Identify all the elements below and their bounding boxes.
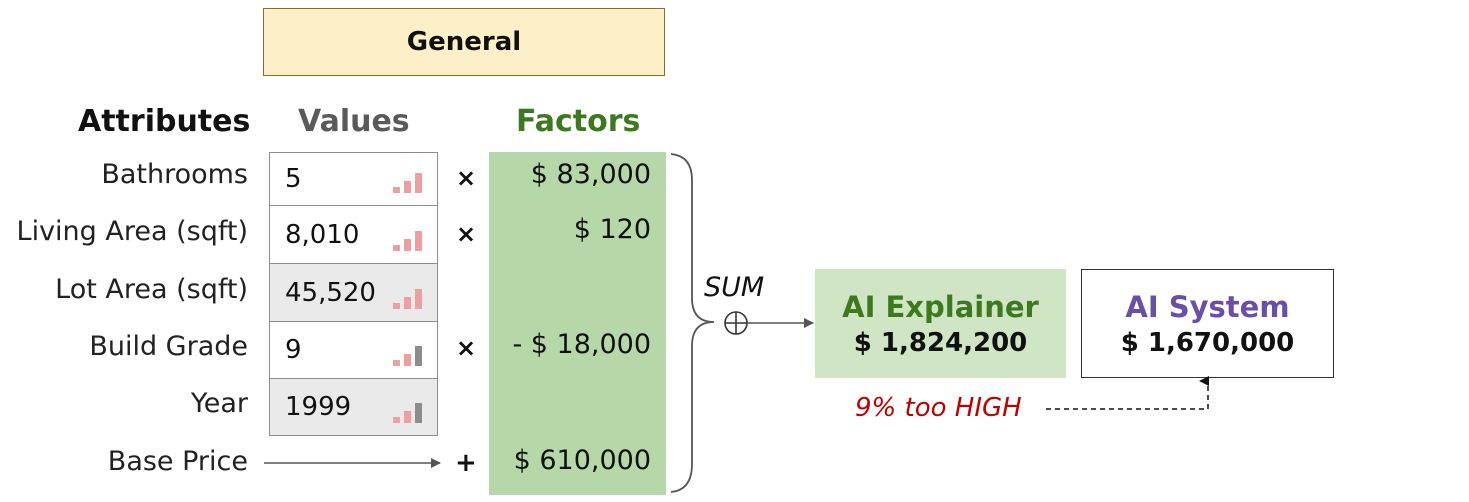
importance-bars-icon bbox=[393, 287, 425, 309]
ai-system-value: $ 1,670,000 bbox=[1120, 327, 1295, 358]
general-label: General bbox=[406, 27, 522, 57]
operator-times: × bbox=[456, 164, 477, 192]
attribute-label-living-area: Living Area (sqft) bbox=[16, 216, 248, 247]
operator-times: × bbox=[456, 334, 477, 362]
importance-bars-icon bbox=[393, 229, 425, 251]
value-cell-year: 1999 bbox=[269, 378, 438, 436]
bar-3 bbox=[415, 173, 422, 193]
bar-2 bbox=[404, 181, 411, 193]
sum-label: SUM bbox=[704, 272, 765, 303]
value-cell-living-area: 8,010 bbox=[269, 205, 438, 263]
attributes-header: Attributes bbox=[78, 104, 251, 139]
factor-build-grade: - $ 18,000 bbox=[512, 329, 651, 360]
value-text: 8,010 bbox=[285, 219, 360, 250]
bar-1 bbox=[393, 360, 400, 366]
bar-3 bbox=[415, 231, 422, 251]
value-cell-lot-area: 45,520 bbox=[269, 263, 438, 321]
bar-1 bbox=[393, 245, 400, 251]
factor-base-price: $ 610,000 bbox=[513, 445, 651, 476]
value-cell-bathrooms: 5 bbox=[269, 152, 438, 205]
bar-3 bbox=[415, 289, 422, 309]
bar-1 bbox=[393, 417, 400, 423]
value-cell-build-grade: 9 bbox=[269, 321, 438, 378]
bar-1 bbox=[393, 187, 400, 193]
bar-2 bbox=[404, 297, 411, 309]
bar-3 bbox=[415, 346, 422, 366]
bar-3 bbox=[415, 403, 422, 423]
attribute-label-year: Year bbox=[190, 388, 248, 419]
base-price-label: Base Price bbox=[107, 446, 248, 477]
operator-plus: + bbox=[455, 448, 477, 478]
bar-2 bbox=[404, 239, 411, 251]
attribute-label-lot-area: Lot Area (sqft) bbox=[55, 274, 248, 305]
factor-bathrooms: $ 83,000 bbox=[530, 159, 651, 190]
value-text: 9 bbox=[285, 335, 302, 365]
ai-explainer-title: AI Explainer bbox=[842, 289, 1039, 324]
value-text: 45,520 bbox=[285, 277, 376, 308]
ai-explainer-box: AI Explainer $ 1,824,200 bbox=[815, 269, 1066, 378]
ai-explainer-value: $ 1,824,200 bbox=[853, 327, 1028, 358]
factors-column bbox=[489, 152, 666, 495]
bar-1 bbox=[393, 303, 400, 309]
importance-bars-icon bbox=[393, 401, 425, 423]
bar-2 bbox=[404, 354, 411, 366]
comparison-arrow bbox=[1046, 376, 1209, 410]
bar-2 bbox=[404, 411, 411, 423]
attribute-label-bathrooms: Bathrooms bbox=[101, 159, 248, 190]
factor-living-area: $ 120 bbox=[573, 214, 651, 245]
factors-header: Factors bbox=[516, 104, 641, 139]
ai-system-box: AI System $ 1,670,000 bbox=[1081, 269, 1334, 378]
operator-times: × bbox=[456, 220, 477, 248]
general-panel-title: General bbox=[263, 8, 665, 76]
attribute-label-build-grade: Build Grade bbox=[89, 331, 248, 362]
importance-bars-icon bbox=[393, 171, 425, 193]
importance-bars-icon bbox=[393, 344, 425, 366]
value-text: 5 bbox=[285, 164, 302, 194]
values-header: Values bbox=[298, 104, 410, 139]
value-text: 1999 bbox=[285, 392, 352, 422]
sum-circle-icon bbox=[724, 311, 748, 335]
ai-system-title: AI System bbox=[1125, 289, 1290, 324]
comparison-label: 9% too HIGH bbox=[855, 393, 1022, 423]
sum-brace bbox=[670, 153, 715, 493]
